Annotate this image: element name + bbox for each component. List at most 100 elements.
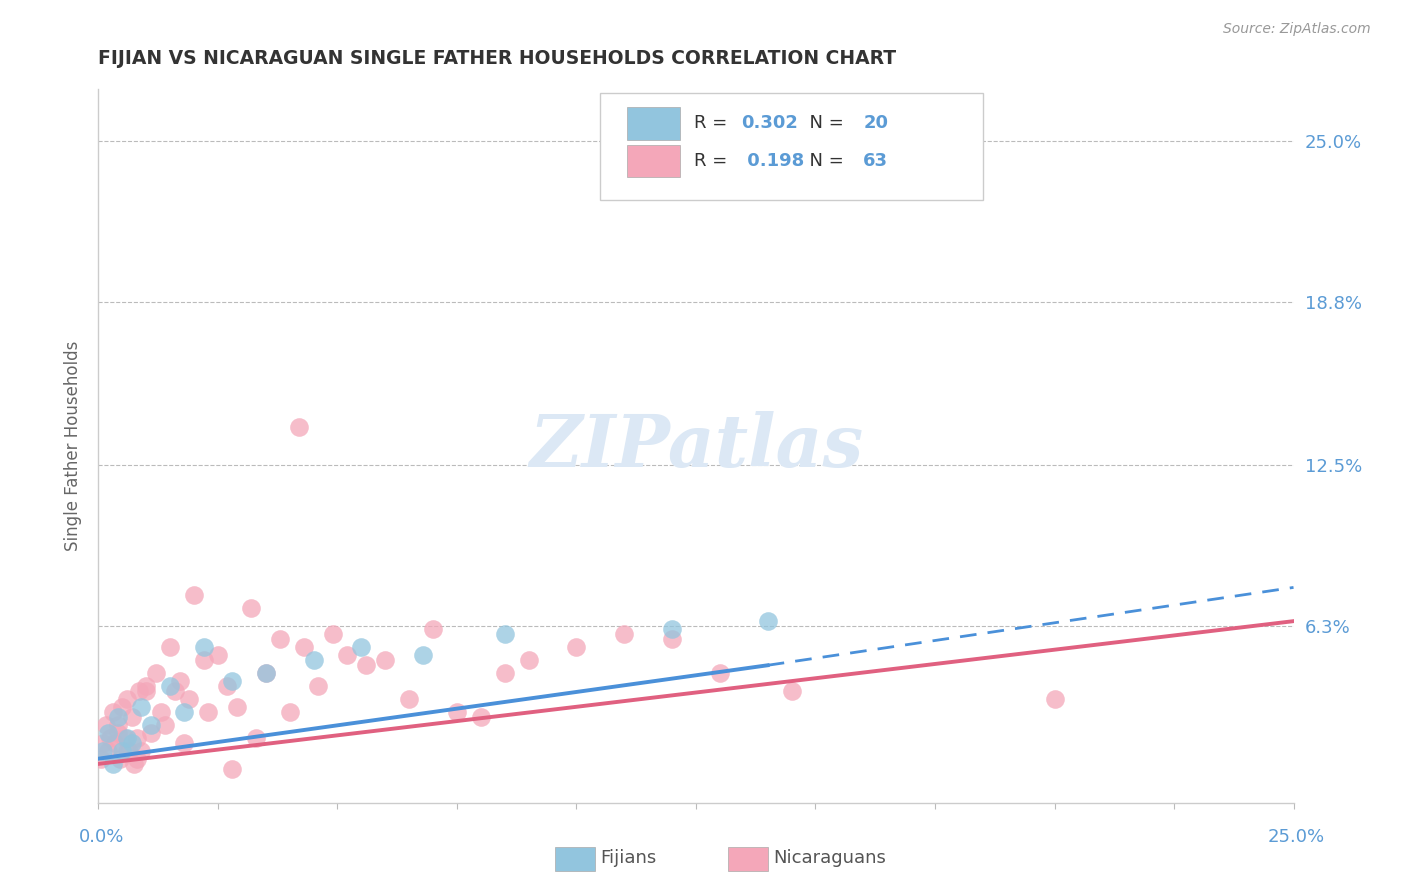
Point [226,699,249,714]
Point [107,725,129,739]
Text: FIJIAN VS NICARAGUAN SINGLE FATHER HOUSEHOLDS CORRELATION CHART: FIJIAN VS NICARAGUAN SINGLE FATHER HOUSE… [98,49,897,68]
Point [163,684,186,698]
Point [565,640,588,654]
Point [124,756,146,771]
Point [221,673,243,688]
Point [159,679,181,693]
Point [131,699,153,714]
Point [98,731,122,745]
Point [756,614,779,628]
Point [91,744,114,758]
Point [288,419,311,434]
Point [374,653,396,667]
Point [350,640,373,654]
Text: N =: N = [797,152,849,169]
Y-axis label: Single Father Households: Single Father Households [63,341,82,551]
Point [412,648,434,662]
Point [254,666,277,681]
Point [470,710,492,724]
Text: R =: R = [693,152,733,169]
Point [104,736,127,750]
Point [114,731,136,745]
Point [107,718,129,732]
Point [169,673,191,688]
Point [278,705,301,719]
Text: 63: 63 [863,152,889,169]
Text: ZIPatlas: ZIPatlas [529,410,863,482]
Point [115,744,138,758]
Point [254,666,277,681]
Point [183,588,205,602]
Point [101,705,124,719]
Point [336,648,359,662]
Text: 25.0%: 25.0% [1268,828,1324,846]
Point [139,718,162,732]
Point [118,744,141,758]
Text: 20: 20 [863,114,889,132]
Point [661,632,683,647]
Point [197,705,219,719]
Point [398,692,420,706]
Text: 0.0%: 0.0% [79,828,124,846]
Point [115,692,138,706]
Point [613,627,636,641]
Point [94,718,117,732]
Point [307,679,329,693]
Text: 0.302: 0.302 [741,114,799,132]
Point [354,658,377,673]
Point [240,601,263,615]
Point [125,731,148,745]
Point [159,640,181,654]
Point [207,648,229,662]
Point [494,666,516,681]
Point [115,731,138,745]
Point [131,744,153,758]
Point [91,736,114,750]
Point [517,653,540,667]
Point [179,692,201,706]
Point [111,744,134,758]
Text: Nicaraguans: Nicaraguans [773,849,886,867]
FancyBboxPatch shape [627,145,681,177]
FancyBboxPatch shape [600,93,983,200]
Text: R =: R = [693,114,733,132]
Point [121,736,143,750]
Point [125,752,148,766]
Point [97,744,120,758]
Point [135,679,157,693]
Point [269,632,291,647]
Point [217,679,239,693]
Point [97,725,120,739]
Point [709,666,731,681]
Point [135,684,157,698]
FancyBboxPatch shape [627,107,681,139]
Point [221,762,243,776]
Text: N =: N = [797,114,849,132]
Point [780,684,803,698]
Point [155,718,177,732]
Point [322,627,344,641]
Point [494,627,516,641]
Point [139,725,162,739]
Text: Fijians: Fijians [600,849,657,867]
Point [145,666,167,681]
Text: 0.198: 0.198 [741,152,804,169]
Point [1043,692,1066,706]
Point [422,622,444,636]
Point [446,705,468,719]
Point [193,640,215,654]
Point [107,710,129,724]
Point [108,752,131,766]
Point [101,756,124,771]
Point [302,653,325,667]
Point [111,699,134,714]
Point [173,736,195,750]
Point [245,731,267,745]
Text: Source: ZipAtlas.com: Source: ZipAtlas.com [1223,22,1371,37]
Point [193,653,215,667]
Point [90,752,112,766]
Point [149,705,172,719]
Point [128,684,150,698]
Point [292,640,315,654]
Point [121,710,143,724]
